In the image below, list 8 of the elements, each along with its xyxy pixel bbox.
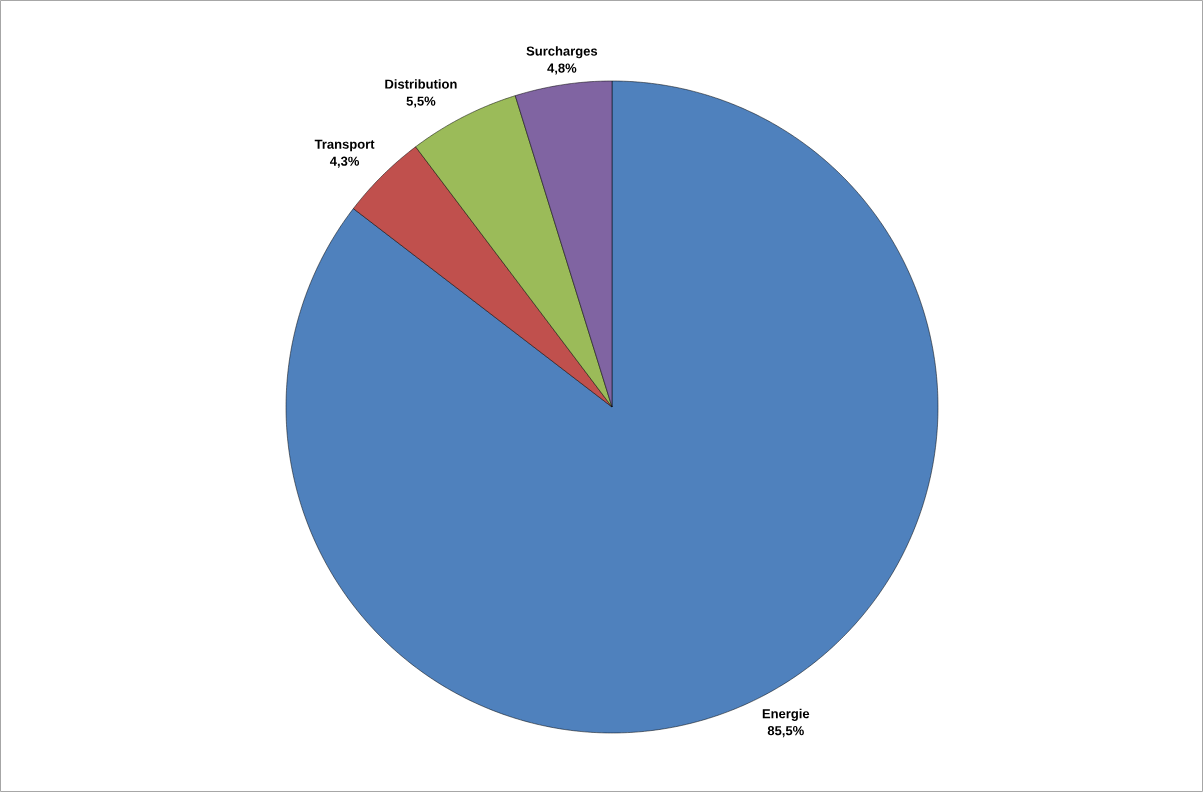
data-label: 4,3% [329, 156, 360, 168]
slice-label: Surcharges [526, 46, 598, 59]
slice-label: Transport [314, 139, 375, 152]
slice-label: Distribution [385, 79, 457, 89]
data-label: 5,5% [406, 96, 436, 108]
data-label: 4,8% [547, 63, 577, 75]
slice-label: Energie [762, 708, 810, 721]
data-label: 85,5% [767, 726, 804, 738]
